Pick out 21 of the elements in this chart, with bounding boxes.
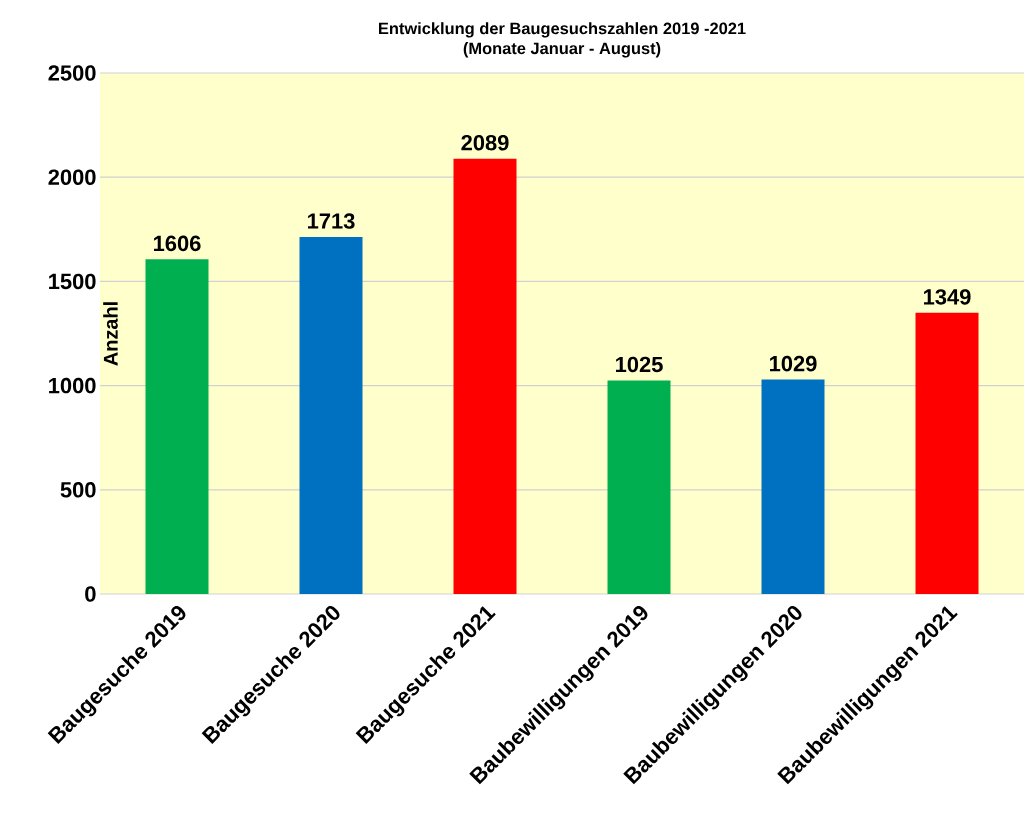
y-tick-label: 2000 bbox=[48, 169, 96, 185]
data-label: 1029 bbox=[770, 355, 817, 372]
y-tick-label: 1500 bbox=[49, 273, 96, 290]
y-tick-label: 1000 bbox=[49, 377, 96, 394]
data-label: 1349 bbox=[924, 289, 971, 305]
y-tick-label: 2500 bbox=[48, 65, 96, 81]
data-label: 1606 bbox=[154, 235, 201, 252]
bar bbox=[145, 259, 209, 594]
chart-title: Entwicklung der Baugesuchszahlen 2019 -2021 bbox=[379, 22, 746, 38]
y-tick-label: 0 bbox=[85, 586, 96, 602]
data-label: 2089 bbox=[461, 134, 509, 151]
data-label: 1025 bbox=[616, 356, 663, 373]
y-tick-label: 500 bbox=[60, 482, 96, 498]
y-axis-title: Anzahl bbox=[103, 302, 118, 366]
bar bbox=[299, 237, 363, 594]
bar bbox=[761, 379, 825, 594]
data-label: 1713 bbox=[308, 213, 355, 229]
chart-subtitle: (Monate Januar - August) bbox=[463, 42, 661, 58]
bar bbox=[915, 312, 979, 594]
bar bbox=[453, 158, 517, 594]
bar bbox=[607, 380, 671, 594]
